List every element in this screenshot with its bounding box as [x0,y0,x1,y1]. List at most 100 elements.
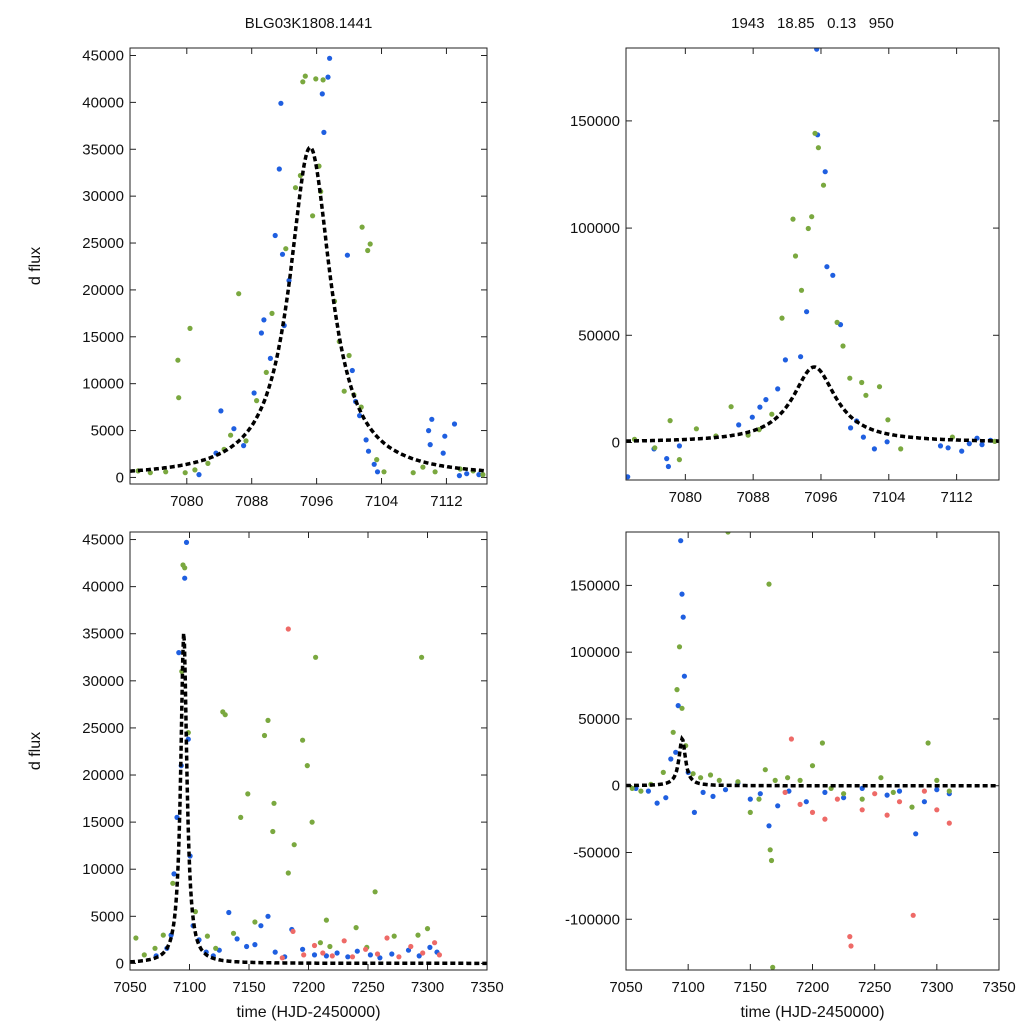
y-tick-label: 0 [612,434,620,451]
data-point-blue [841,795,847,801]
y-tick-label: 150000 [570,577,620,594]
data-point-red [396,954,402,960]
data-point-green [798,287,805,293]
plot-frame [625,47,1000,481]
plot-frame [129,47,488,485]
data-point-blue [763,397,769,403]
data-point-green [372,889,378,895]
x-tick-label: 7104 [365,493,398,510]
data-point-red [848,943,854,949]
data-point-blue [258,923,264,929]
data-point-red [847,934,853,940]
data-point-green [876,384,883,390]
data-point-blue [244,943,250,950]
model-fit-curve [130,145,487,473]
data-point-green [766,581,772,587]
data-point-green [819,740,826,746]
y-tick-label: 150000 [570,113,620,130]
data-point-red [363,946,369,952]
data-point-blue [278,100,284,106]
data-point-green [160,932,166,938]
data-point-blue [884,439,890,445]
x-tick-label: 7150 [232,979,265,996]
data-point-blue [676,443,683,449]
data-point-blue [945,445,951,451]
data-point-green [432,469,438,475]
data-point-green [323,917,329,923]
data-point-green [885,417,891,423]
x-tick-label: 7350 [982,979,1015,996]
data-point-blue [476,472,482,478]
data-point-blue [663,795,669,801]
data-point-green [367,241,373,247]
data-point-green [480,472,486,478]
data-point-red [809,809,816,816]
data-point-green [878,775,884,781]
data-point-green [797,777,803,784]
data-point-red [341,938,347,944]
y-tick-label: 40000 [82,94,124,111]
x-tick-label: 7104 [872,489,905,506]
data-point-green [309,819,315,825]
data-point-green [346,352,352,359]
x-tick-label: 7250 [858,979,891,996]
data-point-green [353,925,359,931]
y-tick-label: 35000 [82,626,124,643]
data-point-green [779,315,785,321]
data-point-blue [405,947,412,953]
data-point-red [279,955,285,961]
data-point-blue [365,448,372,454]
data-point-blue [681,673,688,679]
y-tick-label: 100000 [570,644,620,661]
data-point-green [767,847,773,853]
x-tick-label: 7096 [300,493,333,510]
data-point-green [638,788,644,794]
data-point-green [271,800,277,806]
data-point-green [261,732,268,739]
data-point-green [291,842,297,848]
data-point-green [728,404,734,410]
x-tick-label: 7096 [804,489,837,506]
data-point-blue [456,473,462,479]
data-point-green [859,379,865,386]
data-point-green [898,446,904,452]
data-point-green [213,945,219,951]
y-axis-title: d flux [27,732,44,770]
data-points [626,48,998,480]
data-point-green [270,828,276,835]
data-point-blue [775,803,781,809]
data-point-green [182,470,188,476]
data-point-blue [196,472,202,478]
data-point-red [859,807,865,813]
data-point-blue [252,942,258,948]
y-tick-label: 100000 [570,220,620,237]
data-point-green [707,772,714,778]
data-point-green [133,935,139,941]
data-point-green [762,767,768,773]
data-point-blue [416,953,422,959]
data-point-green [313,76,319,82]
data-point-red [384,935,390,941]
data-point-green [420,464,426,470]
data-point-blue [171,871,177,877]
data-point-green [359,224,365,230]
data-point-blue [440,450,446,456]
y-tick-label: 30000 [82,188,124,205]
data-point-blue [736,422,742,428]
data-point-blue [668,756,674,762]
x-tick-label: 7112 [430,493,462,510]
plot-frame [625,531,1000,971]
data-point-blue [176,650,182,656]
data-point-red [301,952,307,958]
data-point-green [230,930,237,936]
data-point-green [192,909,198,915]
y-tick-label: 5000 [91,423,124,440]
data-point-green [676,644,683,650]
data-point-green [909,804,915,810]
data-point-green [381,469,387,475]
data-point-green [792,253,799,259]
y-tick-label: 50000 [578,327,620,344]
data-point-green [847,375,853,381]
data-points [629,532,952,970]
x-tick-label: 7080 [170,493,203,510]
